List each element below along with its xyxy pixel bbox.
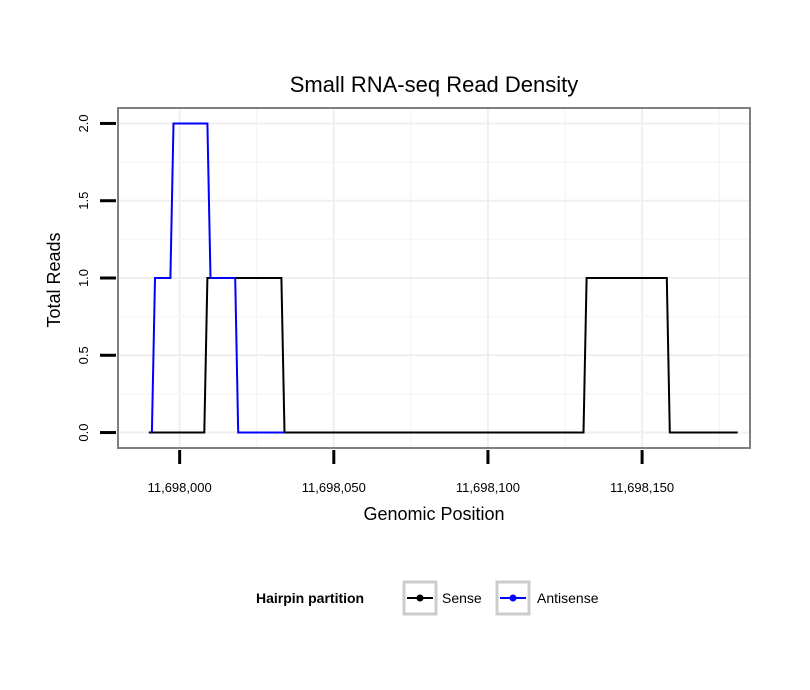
y-tick-label: 1.0 [76,269,91,287]
series-lines [148,122,738,434]
y-tick-label: 2.0 [76,114,91,132]
legend: Hairpin partition Sense Antisense [256,580,599,616]
x-tick-label: 11,698,050 [302,480,366,495]
legend-key-point [416,594,424,602]
axis-ticks: 11,698,000 11,698,050 11,698,100 11,698,150… [76,114,674,495]
y-tick-label: 0.5 [76,346,91,364]
x-tick-label: 11,698,000 [148,480,212,495]
y-tick-label: 1.5 [76,192,91,210]
legend-title: Hairpin partition [256,590,364,606]
series-line-antisense [150,122,285,434]
legend-key-point [509,594,517,602]
y-tick-label: 0.0 [76,424,91,442]
legend-label: Sense [442,590,482,606]
grid [118,108,750,448]
legend-label: Antisense [537,590,599,606]
legend-item-sense: Sense [402,580,482,616]
x-axis-title: Genomic Position [363,504,504,524]
chart-title: Small RNA-seq Read Density [290,72,579,97]
x-tick-label: 11,698,150 [610,480,674,495]
plot-panel-border [117,107,751,449]
legend-item-antisense: Antisense [495,580,599,616]
y-axis-title: Total Reads [44,232,64,327]
x-tick-label: 11,698,100 [456,480,520,495]
